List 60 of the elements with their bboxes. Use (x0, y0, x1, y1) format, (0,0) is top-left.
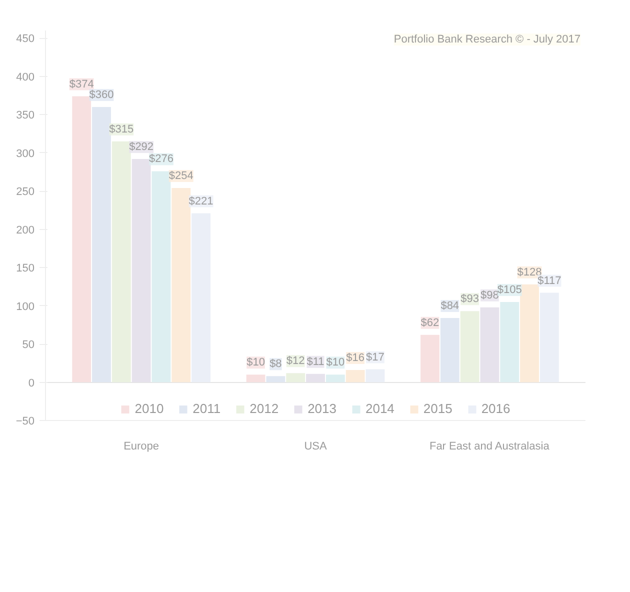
legend-label: 2013 (308, 401, 336, 416)
bar (520, 284, 539, 382)
data-label: $292 (129, 140, 154, 153)
y-tick-label: 100 (16, 300, 35, 313)
data-label: $315 (109, 123, 134, 136)
bar (92, 106, 111, 382)
bar (500, 302, 520, 382)
bar (420, 334, 440, 382)
y-tick-label: 450 (16, 33, 35, 46)
data-label: $221 (188, 195, 214, 208)
y-tick-label: 300 (16, 148, 35, 160)
bar (460, 311, 480, 382)
y-tick-label: 400 (16, 71, 35, 84)
y-tick-label: 250 (16, 186, 35, 198)
y-tick-label: 150 (16, 262, 35, 275)
data-label: $10 (246, 356, 265, 369)
annotation: Portfolio Bank Research © - July 2017 (394, 34, 580, 46)
legend-label: 2016 (481, 401, 510, 416)
bar (326, 374, 345, 382)
y-tick-label: 0 (28, 377, 35, 390)
legend-label: 2010 (134, 401, 164, 416)
x-tick-label: USA (304, 440, 328, 452)
data-label: $360 (89, 88, 114, 101)
bar (172, 188, 191, 382)
y-tick-label: 200 (16, 224, 35, 236)
data-label: $93 (460, 293, 479, 306)
bar (112, 141, 131, 382)
legend-label: 2011 (192, 401, 221, 416)
data-label: $84 (440, 300, 460, 312)
bar (266, 376, 286, 382)
bar (366, 369, 385, 382)
data-label: $11 (306, 356, 324, 368)
data-label: $10 (326, 356, 345, 369)
bar (540, 292, 559, 382)
data-label: $117 (538, 274, 562, 287)
bar (192, 213, 210, 382)
bar (246, 374, 266, 382)
bar (440, 318, 460, 382)
data-label: $276 (148, 153, 174, 166)
legend-label: 2012 (250, 401, 279, 416)
data-label: $254 (168, 170, 194, 182)
bar (286, 373, 306, 382)
bar (72, 96, 92, 382)
data-label: $12 (286, 355, 305, 368)
x-tick-label: Europe (124, 440, 160, 452)
data-label: $374 (69, 78, 94, 90)
legend-label: 2015 (423, 401, 452, 416)
data-label: $16 (346, 352, 364, 364)
data-label: $62 (420, 316, 440, 329)
y-tick-label: 50 (22, 339, 35, 352)
data-label: $98 (480, 289, 499, 302)
bar (152, 171, 171, 382)
y-tick-label: −50 (16, 416, 35, 428)
data-label: $105 (497, 284, 522, 296)
x-tick-label: Far East and Australasia (429, 440, 550, 452)
data-label: $17 (366, 351, 384, 364)
data-label: $8 (270, 358, 282, 370)
y-tick-label: 350 (16, 110, 35, 122)
legend-label: 2014 (365, 401, 394, 416)
bar (346, 370, 365, 382)
